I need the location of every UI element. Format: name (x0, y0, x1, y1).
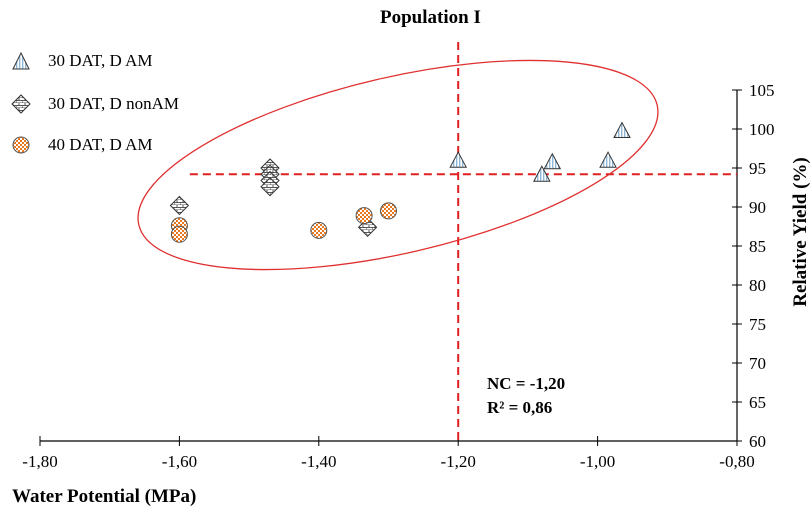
x-tick-label: -0,80 (719, 452, 754, 471)
triangle-marker-icon (12, 51, 30, 70)
y-tick-label: 75 (749, 315, 766, 334)
legend-label: 30 DAT, D nonAM (48, 94, 179, 113)
nc-annotation: NC = -1,20 (487, 374, 566, 393)
triangle-point (599, 151, 617, 168)
y-tick-label: 70 (749, 354, 766, 373)
chart-title: Population I (380, 7, 481, 28)
circle-point (170, 225, 188, 243)
confidence-ellipse (137, 59, 659, 271)
triangle-point (543, 152, 562, 170)
y-tick-label: 95 (749, 159, 766, 178)
y-tick-label: 65 (749, 393, 766, 412)
y-tick-label: 90 (749, 198, 766, 217)
legend-label: 30 DAT, D AM (48, 51, 153, 70)
y-tick-label: 85 (749, 237, 766, 256)
y-tick-label: 100 (749, 120, 775, 139)
x-axis-label: Water Potential (MPa) (12, 486, 197, 507)
legend-label: 40 DAT, D AM (48, 135, 153, 154)
y-axis-label: Relative Yield (%) (790, 157, 811, 307)
x-tick-label: -1,80 (22, 452, 57, 471)
x-tick-label: -1,40 (301, 452, 336, 471)
y-tick-label: 105 (749, 81, 775, 100)
y-tick-label: 80 (749, 276, 766, 295)
diamond-point (169, 195, 190, 216)
x-tick-label: -1,20 (440, 452, 475, 471)
y-tick-label: 60 (749, 432, 766, 451)
diamond-point (260, 177, 280, 197)
triangle-point (449, 151, 468, 168)
triangle-point (533, 165, 551, 182)
diamond-marker-icon (11, 94, 31, 114)
x-tick-label: -1,00 (580, 452, 615, 471)
r2-annotation: R² = 0,86 (487, 398, 553, 417)
circle-point (380, 202, 397, 220)
x-tick-label: -1,60 (162, 452, 197, 471)
circle-point (310, 221, 328, 239)
circle-point (355, 207, 373, 225)
circle-marker-icon (12, 136, 30, 154)
triangle-point (613, 121, 631, 139)
